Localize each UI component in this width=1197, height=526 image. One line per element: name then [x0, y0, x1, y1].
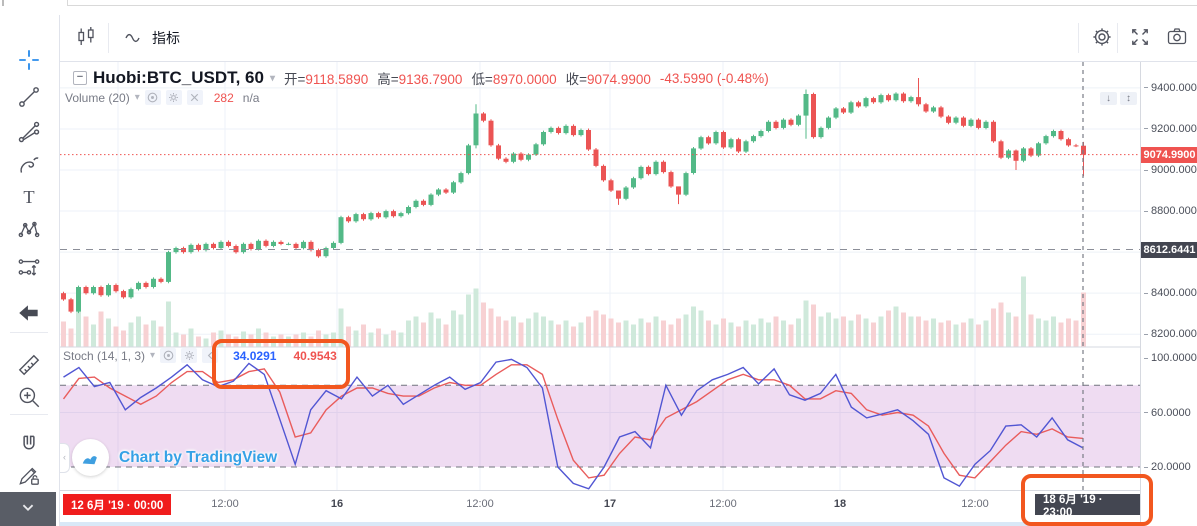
stoch-legend-label[interactable]: Stoch (14, 1, 3)	[63, 348, 146, 363]
ruler-tool[interactable]	[14, 350, 44, 380]
ohlc-low: 低=8970.0000	[471, 72, 557, 87]
price-tick-label: 100.0000	[1144, 352, 1197, 364]
sidebar-collapse-handle[interactable]: ‹	[60, 443, 70, 473]
chevron-down-icon[interactable]: ▾	[150, 350, 156, 361]
widget-top-corner	[67, 0, 68, 6]
toolbar-divider	[10, 332, 48, 333]
back-arrow-tool[interactable]	[14, 298, 44, 328]
settings-button[interactable]	[1086, 22, 1118, 54]
arrows-updown-icon[interactable]: ↕	[1120, 92, 1137, 105]
time-tick-label: 17	[603, 498, 617, 510]
fullscreen-button[interactable]	[1124, 22, 1156, 54]
level-price-tag: 8612.6441	[1141, 241, 1197, 258]
gear-icon[interactable]	[181, 348, 198, 363]
first-bar-date-tag: 12 6月 '19 · 00:00	[63, 494, 172, 515]
wave-indicator-icon	[122, 25, 146, 52]
ohlc-close: 收=9074.9900	[565, 72, 651, 87]
volume-legend: Volume (20) ▾ 282 n/a	[65, 90, 259, 105]
tradingview-watermark[interactable]: Chart by TradingView	[72, 439, 277, 476]
long-position-tool[interactable]	[14, 252, 44, 282]
svg-text:T: T	[23, 187, 34, 207]
eye-icon[interactable]	[144, 90, 161, 105]
camera-icon	[1165, 25, 1189, 52]
chevron-left-icon[interactable]	[202, 348, 219, 363]
time-tick-label: 12:00	[961, 498, 989, 510]
brush-tool[interactable]	[14, 150, 44, 180]
time-tick-label: 12:00	[211, 498, 239, 510]
toolbar-divider	[1117, 23, 1118, 53]
collapse-legend-icon[interactable]: −	[73, 71, 87, 85]
trend-line-tool[interactable]	[14, 82, 44, 112]
xabcd-pattern-tool[interactable]	[14, 215, 44, 245]
toolbar-divider	[108, 23, 109, 53]
widget-top-border	[67, 5, 1197, 6]
time-tick-label: 18	[833, 498, 847, 510]
chevron-down-icon[interactable]: ▾	[269, 72, 275, 84]
arrow-down-icon[interactable]: ↓	[1100, 92, 1117, 105]
price-tick-label: 9200.0000	[1144, 123, 1197, 135]
cursor-date-tag: 18 6月 '19 · 23:00	[1035, 494, 1140, 519]
volume-value: 282	[213, 90, 234, 105]
indicators-button-label: 指标	[152, 30, 180, 46]
chevron-down-icon	[17, 496, 39, 523]
price-tick-label: 20.0000	[1144, 461, 1191, 473]
volume-series	[61, 276, 1086, 347]
volume-ma-value: n/a	[242, 90, 260, 105]
stoch-d-line	[62, 364, 1084, 479]
price-tick-label: 9400.0000	[1144, 82, 1197, 94]
watermark-text: Chart by TradingView	[119, 448, 278, 466]
gann-fib-tool[interactable]	[14, 117, 44, 147]
screenshot-button[interactable]	[1160, 22, 1194, 54]
pane-buttons: ↓ ↕	[1100, 92, 1137, 105]
horizontal-scrollbar[interactable]	[60, 521, 1197, 526]
gear-icon[interactable]	[165, 90, 182, 105]
chart-canvas[interactable]	[60, 62, 1140, 490]
time-tick-label: 16	[330, 498, 344, 510]
stoch-legend: Stoch (14, 1, 3) ▾ 34.0291 40.9543	[63, 348, 337, 363]
gear-icon	[1090, 25, 1114, 52]
price-axis[interactable]: 9074.9900 8612.6441 9400.0000 9200.0000 90…	[1140, 62, 1197, 526]
fullscreen-icon	[1128, 25, 1152, 52]
eye-icon[interactable]	[160, 348, 177, 363]
stoch-d-value: 40.9543	[293, 348, 337, 363]
chevron-down-icon[interactable]: ▾	[134, 92, 140, 103]
magnet-tool[interactable]	[14, 430, 44, 460]
indicators-button[interactable]: 指标	[116, 22, 186, 54]
close-icon[interactable]	[186, 90, 203, 105]
price-tick-label: 60.0000	[1144, 407, 1191, 419]
price-tick-label: 9000.0000	[1144, 164, 1197, 176]
chart-legend-header: − Huobi:BTC_USDT, 60 ▾ 开=9118.5890 高=913…	[73, 66, 769, 90]
volume-legend-label[interactable]: Volume (20)	[65, 90, 130, 105]
symbol-title[interactable]: − Huobi:BTC_USDT, 60 ▾	[73, 68, 275, 88]
zoom-in-tool[interactable]	[14, 382, 44, 412]
symbol-name: Huobi:BTC_USDT, 60	[93, 68, 264, 87]
stoch-k-value: 34.0291	[233, 348, 277, 363]
toolbar-divider	[1078, 23, 1079, 53]
time-axis[interactable]: 12 6月 '19 · 00:00 18 6月 '19 · 23:00 12:0…	[60, 490, 1140, 522]
ohlc-open: 开=9118.5890	[284, 72, 369, 87]
browser-tab-edge	[2, 0, 4, 6]
toolbar-divider	[10, 414, 48, 415]
text-tool[interactable]: T	[14, 182, 44, 212]
price-tick-label: 8800.0000	[1144, 205, 1197, 217]
price-change: -43.5990 (-0.48%)	[659, 70, 769, 86]
last-price-tag: 9074.9900	[1141, 146, 1197, 163]
time-tick-label: 12:00	[709, 498, 737, 510]
candlestick-style-icon	[74, 25, 98, 52]
stoch-band	[60, 385, 1140, 467]
pencil-lock-tool[interactable]	[14, 460, 44, 490]
crosshair-tool[interactable]	[14, 45, 44, 75]
ohlc-high: 高=9136.7900	[377, 72, 463, 87]
stoch-k-line	[63, 358, 1084, 490]
toolbar-scroll-down-button[interactable]	[0, 492, 56, 526]
candlestick-series	[61, 78, 1086, 314]
chart-top-toolbar: 指标	[60, 15, 1197, 62]
chart-style-button[interactable]	[68, 22, 104, 54]
time-tick-label: 12:00	[466, 498, 494, 510]
tradingview-logo-icon	[72, 439, 109, 476]
drawing-toolbar: T	[0, 15, 60, 526]
price-tick-label: 8200.0000	[1144, 328, 1197, 340]
price-tick-label: 8400.0000	[1144, 287, 1197, 299]
